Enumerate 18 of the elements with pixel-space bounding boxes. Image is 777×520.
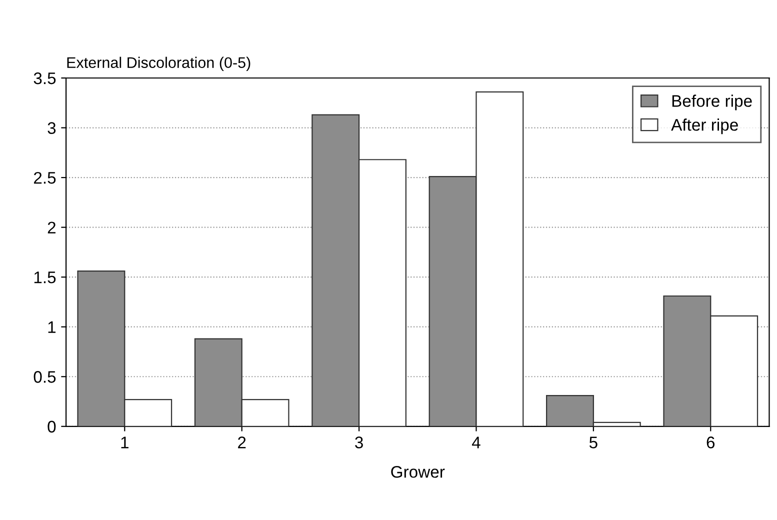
- x-tick-label: 2: [238, 436, 246, 448]
- x-tick-label: 1: [121, 436, 128, 448]
- y-axis-title: External Discoloration (0-5): [67, 56, 250, 72]
- y-tick-label: 2: [48, 222, 56, 234]
- x-tick-label: 6: [706, 436, 715, 448]
- legend-label: Before ripe: [672, 94, 752, 110]
- x-tick-label: 5: [589, 436, 598, 448]
- legend-label: After ripe: [671, 118, 738, 134]
- x-tick-label: 3: [355, 436, 363, 448]
- y-tick-label: 3.5: [34, 72, 56, 84]
- y-tick-label: 2.5: [34, 172, 56, 184]
- y-tick-label: 0.5: [34, 371, 56, 383]
- x-axis-title: Grower: [391, 466, 445, 478]
- x-tick-label: 4: [472, 436, 480, 448]
- y-tick-label: 1: [48, 321, 56, 333]
- y-tick-label: 1.5: [34, 272, 56, 284]
- y-tick-label: 0: [48, 420, 56, 433]
- y-tick-label: 3: [48, 122, 56, 134]
